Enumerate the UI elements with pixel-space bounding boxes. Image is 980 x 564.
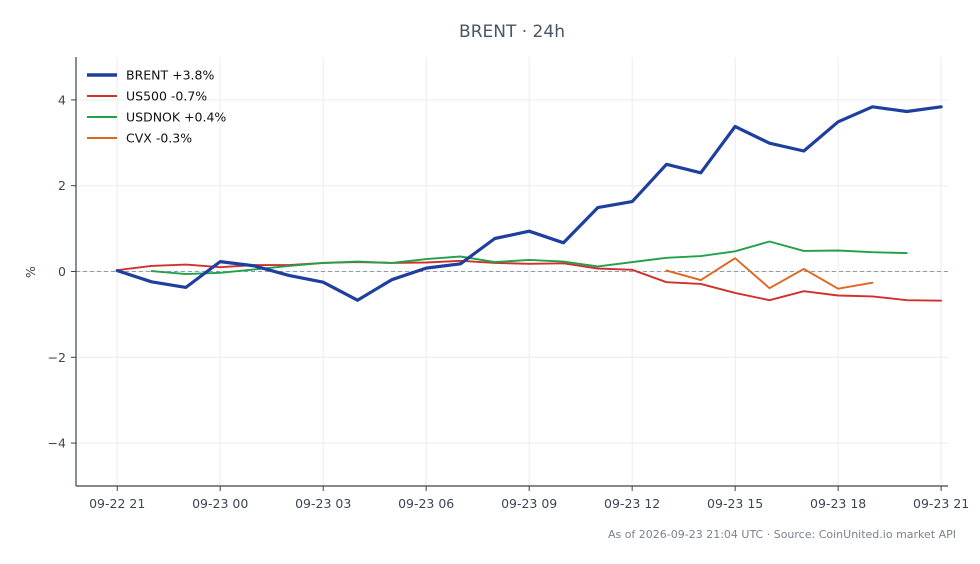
legend-label-2: USDNOK +0.4%	[126, 110, 226, 125]
x-tick-label: 09-23 15	[707, 496, 763, 511]
y-tick-label: −2	[48, 350, 66, 365]
y-tick-label: 0	[58, 264, 66, 279]
legend-label-0: BRENT +3.8%	[126, 68, 214, 83]
series-layer	[115, 105, 943, 302]
x-tick-label: 09-23 03	[295, 496, 351, 511]
x-tick-label: 09-23 00	[192, 496, 248, 511]
x-tick-label: 09-23 21	[913, 496, 969, 511]
chart-title: BRENT · 24h	[459, 22, 565, 42]
series-line-2	[150, 240, 908, 276]
y-tick-label: −4	[48, 436, 66, 451]
x-tick-label: 09-23 18	[810, 496, 866, 511]
y-tick-label: 2	[58, 178, 66, 193]
footer-source: As of 2026-09-23 21:04 UTC · Source: Coi…	[608, 528, 956, 541]
x-tick-label: 09-22 21	[89, 496, 145, 511]
x-tick-label: 09-23 06	[398, 496, 454, 511]
legend: BRENT +3.8% US500 -0.7% USDNOK +0.4% CVX -0…	[87, 68, 226, 146]
x-ticks: 09-22 21 09-23 00 09-23 03 09-23 06 09-23 09…	[89, 486, 969, 511]
y-tick-label: 4	[58, 92, 66, 107]
series-line-0	[115, 105, 943, 302]
legend-label-3: CVX -0.3%	[126, 131, 192, 146]
legend-label-1: US500 -0.7%	[126, 89, 207, 104]
y-ticks: −4 −2 0 2 4	[48, 92, 76, 451]
series-line-3	[665, 257, 874, 290]
x-tick-label: 09-23 12	[604, 496, 660, 511]
y-axis-label: %	[23, 266, 38, 278]
x-tick-label: 09-23 09	[501, 496, 557, 511]
